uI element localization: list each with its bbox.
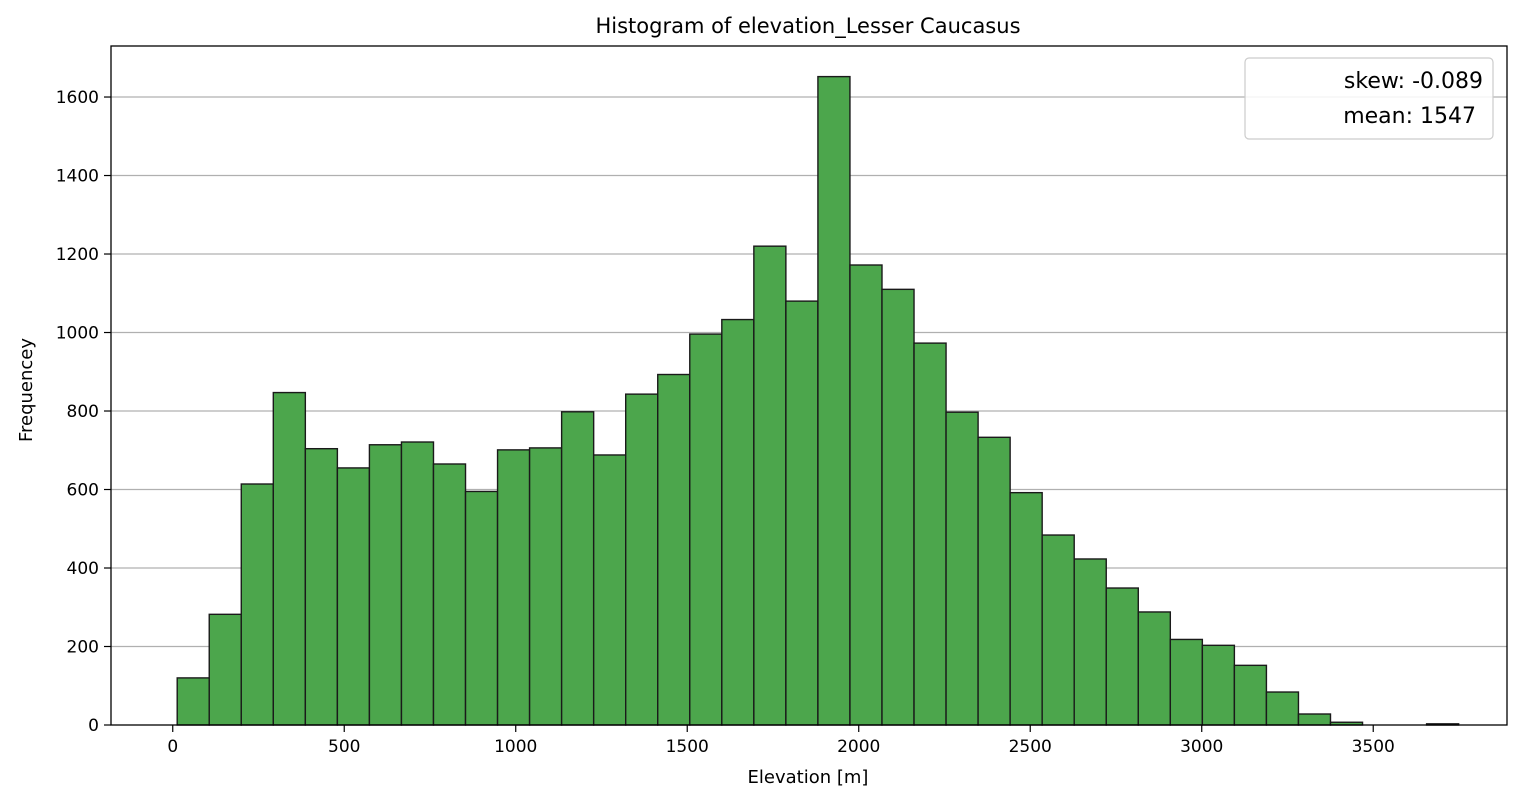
histogram-bar (528, 447, 563, 726)
x-axis-label: Elevation [m] (748, 767, 869, 788)
histogram-bars (176, 75, 1460, 726)
histogram-bar (1041, 534, 1075, 726)
histogram-bar (1137, 611, 1172, 726)
histogram-bar (304, 447, 339, 726)
legend-entry-mean: mean: 1547 (1343, 104, 1476, 129)
histogram-bar (913, 342, 947, 726)
y-tick-label: 800 (67, 402, 99, 422)
histogram-bar (432, 463, 467, 726)
histogram-bar (977, 436, 1011, 726)
histogram-bar (1169, 638, 1204, 726)
histogram-bar (689, 333, 723, 726)
x-tick-label: 0 (167, 737, 178, 757)
histogram-bar (785, 300, 819, 726)
x-tick-label: 500 (328, 737, 360, 757)
y-tick-label: 200 (67, 638, 99, 658)
y-tick-label: 1000 (56, 324, 99, 344)
histogram-bar (496, 449, 531, 726)
plot-frame (110, 45, 1508, 726)
x-axis-ticks: 0 500 1000 1500 2000 2500 3000 3500 (167, 725, 1395, 757)
x-tick-label: 1500 (666, 737, 709, 757)
y-axis-label: Frequencey (16, 338, 37, 442)
legend-entry-skew: skew: -0.089 (1344, 69, 1483, 94)
x-tick-label: 2000 (837, 737, 880, 757)
legend: skew: -0.089 mean: 1547 (1244, 57, 1494, 140)
histogram-bar (849, 264, 883, 726)
x-tick-label: 3000 (1180, 737, 1223, 757)
histogram-bar (1201, 644, 1236, 726)
histogram-bar (176, 677, 210, 726)
x-tick-label: 3500 (1352, 737, 1395, 757)
histogram-bar (400, 441, 435, 726)
y-tick-label: 400 (67, 559, 99, 579)
x-tick-label: 1000 (494, 737, 537, 757)
histogram-bar (625, 393, 659, 726)
histogram-bar (240, 483, 275, 726)
histogram-bar (1009, 491, 1043, 726)
histogram-bar (1297, 713, 1332, 726)
chart-title: Histogram of elevation_Lesser Caucasus (595, 14, 1020, 39)
y-tick-label: 1200 (56, 245, 99, 265)
histogram-bar (272, 391, 307, 726)
histogram-bar (368, 444, 403, 726)
y-tick-label: 1600 (56, 88, 99, 108)
histogram-bar (336, 467, 371, 726)
histogram-bar (560, 411, 595, 726)
histogram-bar (721, 318, 755, 726)
y-tick-label: 600 (67, 481, 99, 501)
histogram-bar (817, 75, 851, 726)
legend-box (1244, 57, 1494, 140)
x-tick-label: 2500 (1009, 737, 1052, 757)
histogram-bar (1073, 558, 1107, 726)
y-axis-ticks: 0 200 400 600 800 1000 1200 1400 1600 (56, 88, 111, 736)
histogram-bar (208, 613, 242, 726)
histogram-bar (753, 245, 787, 726)
y-tick-label: 1400 (56, 167, 99, 187)
histogram-bar (657, 373, 691, 726)
histogram-bar (945, 411, 979, 726)
y-tick-label: 0 (88, 716, 99, 736)
histogram-bar (464, 490, 499, 726)
histogram-bar (1265, 691, 1300, 726)
histogram-bar (1105, 587, 1139, 726)
histogram-bar (592, 454, 627, 726)
histogram-bar (881, 288, 915, 726)
histogram-bar (1233, 664, 1268, 726)
